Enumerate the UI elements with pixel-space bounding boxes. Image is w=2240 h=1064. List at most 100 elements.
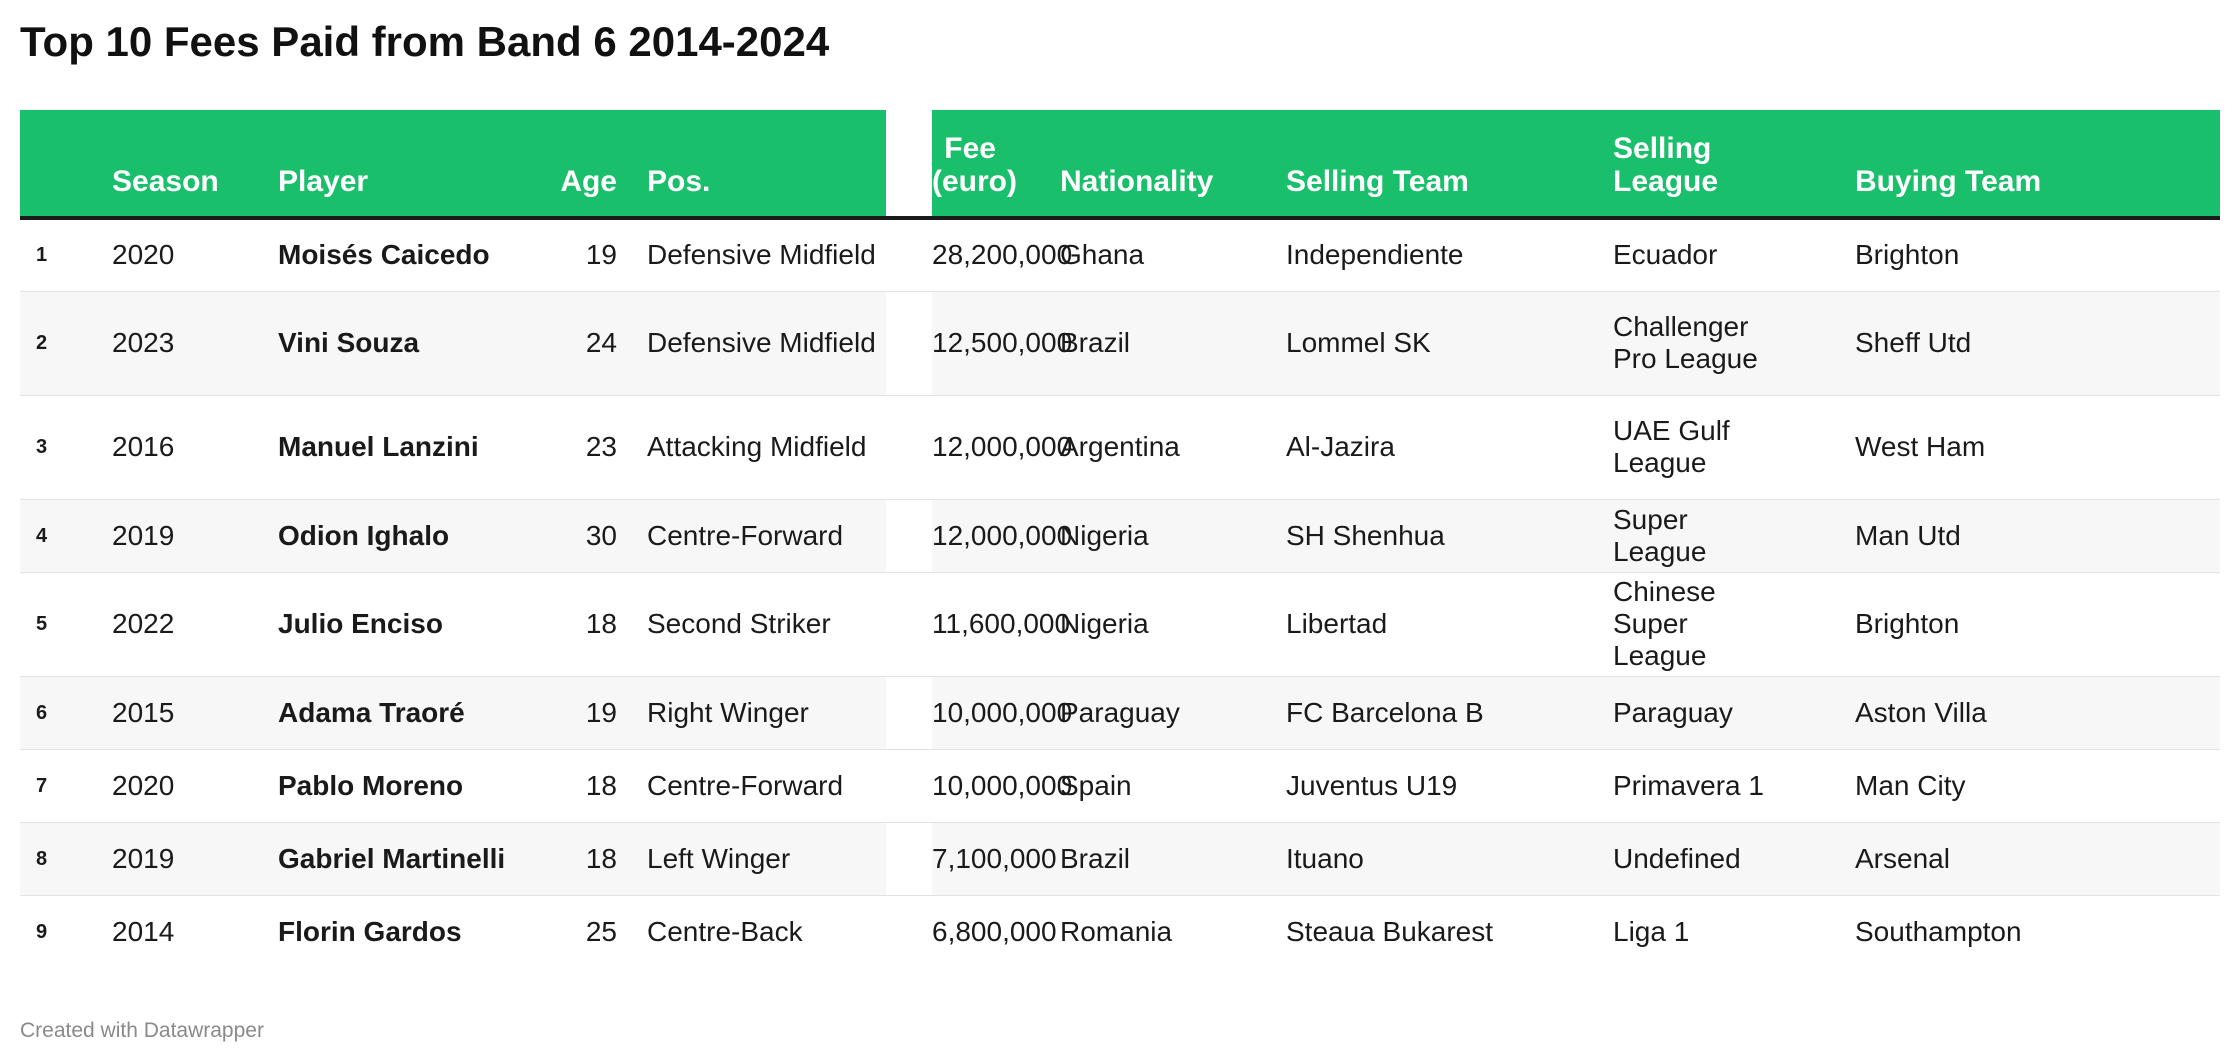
cell-nationality: Nigeria xyxy=(996,499,1222,573)
cell-selling-team: FC Barcelona B xyxy=(1222,676,1549,750)
header-season[interactable]: Season xyxy=(112,110,278,220)
cell-age: 18 xyxy=(533,822,617,896)
cell-rank: 4 xyxy=(20,499,112,573)
header-fee-line2: (euro) xyxy=(932,165,1017,198)
cell-player: Adama Traoré xyxy=(278,676,533,750)
cell-rank: 2 xyxy=(20,291,112,396)
header-fee[interactable]: Fee (euro) xyxy=(932,110,1017,220)
cell-age: 19 xyxy=(533,676,617,750)
table-body: 1 2020 Moisés Caicedo 19 Defensive Midfield 2… xyxy=(20,218,2220,968)
cell-nationality: Romania xyxy=(1060,915,1173,947)
header-pos[interactable]: Pos. xyxy=(647,110,886,220)
header-selling-league-line1: Selling xyxy=(1613,132,1712,165)
table-row: 2 2023 Vini Souza 24 Defensive Midfield 12,50… xyxy=(20,291,2220,396)
cell-buying-team: Southampton xyxy=(1855,915,2022,947)
cell-player: Moisés Caicedo xyxy=(278,218,533,292)
cell-fee: 6,800,000 xyxy=(932,915,1057,947)
cell-nationality: Paraguay xyxy=(996,676,1222,750)
chart-title: Top 10 Fees Paid from Band 6 2014-2024 xyxy=(20,18,830,65)
cell-rank: 5 xyxy=(20,572,112,677)
data-table: Season Player Age Pos. Fee (euro) Nation… xyxy=(20,110,2220,968)
cell-selling-team: Juventus U19 xyxy=(1222,749,1549,823)
header-selling-league[interactable]: Selling League xyxy=(1549,110,1803,220)
table-row: 8 2019 Gabriel Martinelli 18 Left Winger 7,10… xyxy=(20,822,2220,896)
header-player[interactable]: Player xyxy=(278,110,533,220)
cell-selling-league: Super League xyxy=(1549,499,1803,573)
cell-age: 19 xyxy=(533,218,617,292)
table-row: 4 2019 Odion Ighalo 30 Centre-Forward 12,000,… xyxy=(20,499,2220,573)
header-age[interactable]: Age xyxy=(533,110,617,220)
cell-age: 30 xyxy=(533,499,617,573)
cell-age: 18 xyxy=(533,572,617,677)
cell-rank: 8 xyxy=(20,822,112,896)
cell-season: 2019 xyxy=(112,822,278,896)
cell-rank: 6 xyxy=(20,676,112,750)
cell-pos: Centre-Back xyxy=(647,915,803,947)
cell-selling-league: Chinese Super League xyxy=(1549,572,1803,677)
cell-fee: 12,000,000 xyxy=(932,499,1072,573)
table-row: 6 2015 Adama Traoré 19 Right Winger 10,000,00… xyxy=(20,676,2220,750)
cell-pos: Defensive Midfield xyxy=(647,291,886,396)
cell-player: Florin Gardos xyxy=(278,915,462,947)
cell-nationality: Brazil xyxy=(996,291,1222,396)
cell-selling-team: Independiente xyxy=(1222,218,1549,292)
cell-rank: 3 xyxy=(20,395,112,500)
cell-fee: 11,600,000 xyxy=(932,572,1070,677)
header-buying-team[interactable]: Buying Team xyxy=(1803,110,2220,220)
cell-season: 2015 xyxy=(112,676,278,750)
cell-selling-league: Ecuador xyxy=(1549,218,1803,292)
cell-rank: 9 xyxy=(36,920,48,943)
cell-pos: Right Winger xyxy=(647,676,886,750)
cell-selling-team: SH Shenhua xyxy=(1222,499,1549,573)
cell-pos: Centre-Forward xyxy=(647,749,886,823)
cell-season: 2023 xyxy=(112,291,278,396)
header-nationality[interactable]: Nationality xyxy=(996,110,1222,220)
header-rank xyxy=(20,110,112,220)
cell-nationality: Nigeria xyxy=(996,572,1222,677)
cell-pos: Left Winger xyxy=(647,822,886,896)
table-header-row: Season Player Age Pos. Fee (euro) Nation… xyxy=(20,110,2220,220)
footer-credit[interactable]: Created with Datawrapper xyxy=(20,1019,264,1042)
cell-selling-team: Ituano xyxy=(1222,822,1549,896)
cell-buying-team: Man Utd xyxy=(1803,499,2220,573)
cell-player: Manuel Lanzini xyxy=(278,395,533,500)
cell-buying-team: Brighton xyxy=(1803,572,2220,677)
cell-player: Gabriel Martinelli xyxy=(278,822,533,896)
cell-nationality: Spain xyxy=(996,749,1222,823)
cell-season: 2016 xyxy=(112,395,278,500)
table-row: 1 2020 Moisés Caicedo 19 Defensive Midfield 2… xyxy=(20,218,2220,292)
data-table-container: Season Player Age Pos. Fee (euro) Nation… xyxy=(20,110,2220,968)
cell-selling-league: Undefined xyxy=(1549,822,1803,896)
cell-selling-league: Paraguay xyxy=(1549,676,1803,750)
cell-selling-team: Al-Jazira xyxy=(1222,395,1549,500)
cell-season: 2014 xyxy=(112,915,175,947)
cell-selling-league: Primavera 1 xyxy=(1549,749,1803,823)
cell-pos: Second Striker xyxy=(647,572,886,677)
cell-selling-team: Steaua Bukarest xyxy=(1286,915,1494,947)
cell-nationality: Argentina xyxy=(996,395,1222,500)
table-row: 7 2020 Pablo Moreno 18 Centre-Forward 10,000,… xyxy=(20,749,2220,823)
cell-selling-league: Liga 1 xyxy=(1613,915,1690,947)
header-selling-team[interactable]: Selling Team xyxy=(1222,110,1549,220)
cell-age: 25 xyxy=(585,915,617,947)
cell-buying-team: West Ham xyxy=(1803,395,2220,500)
cell-nationality: Brazil xyxy=(996,822,1222,896)
cell-player: Pablo Moreno xyxy=(278,749,533,823)
cell-buying-team: Brighton xyxy=(1803,218,2220,292)
cell-buying-team: Sheff Utd xyxy=(1803,291,2220,396)
cell-selling-league: UAE Gulf League xyxy=(1549,395,1803,500)
cell-pos: Attacking Midfield xyxy=(647,395,886,500)
cell-fee: 10,000,000 xyxy=(932,749,1072,823)
cell-season: 2022 xyxy=(112,572,278,677)
cell-buying-team: Man City xyxy=(1803,749,2220,823)
table-row: 9 2014 Florin Gardos 25 Centre-Back 6,800,000… xyxy=(20,895,2220,968)
cell-fee: 10,000,000 xyxy=(932,676,1072,750)
cell-selling-team: Lommel SK xyxy=(1222,291,1549,396)
cell-rank: 7 xyxy=(20,749,112,823)
cell-pos: Defensive Midfield xyxy=(647,218,886,292)
table-row: 3 2016 Manuel Lanzini 23 Attacking Midfield 1… xyxy=(20,395,2220,500)
cell-player: Vini Souza xyxy=(278,291,533,396)
cell-fee: 28,200,000 xyxy=(932,218,1072,292)
cell-selling-league: Challenger Pro League xyxy=(1549,291,1803,396)
cell-fee: 7,100,000 xyxy=(932,822,1057,896)
